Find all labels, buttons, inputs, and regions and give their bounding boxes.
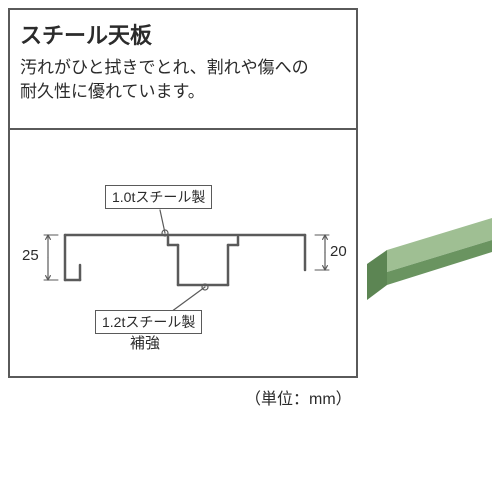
dim-right: 20	[330, 243, 347, 260]
diagram-area: 1.0tスチール製 1.2tスチール製 補強 25 20	[10, 130, 356, 390]
desc-line1: 汚れがひと拭きでとれ、割れや傷への	[20, 58, 309, 77]
label-top-material: 1.0tスチール製	[105, 185, 212, 209]
unit-label: （単位：mm）	[245, 385, 352, 409]
desc-line2: 耐久性に優れています。	[20, 82, 205, 101]
title-box: スチール天板 汚れがひと拭きでとれ、割れや傷への 耐久性に優れています。	[10, 10, 356, 130]
label-bottom-material: 1.2tスチール製	[95, 310, 202, 334]
dim-left: 25	[22, 247, 39, 264]
cross-section-svg	[10, 130, 360, 390]
label-reinforce: 補強	[130, 332, 160, 353]
board-photo	[367, 210, 492, 365]
spec-frame: スチール天板 汚れがひと拭きでとれ、割れや傷への 耐久性に優れています。 1.0…	[8, 8, 358, 378]
description: 汚れがひと拭きでとれ、割れや傷への 耐久性に優れています。	[20, 56, 346, 104]
title: スチール天板	[20, 18, 346, 50]
